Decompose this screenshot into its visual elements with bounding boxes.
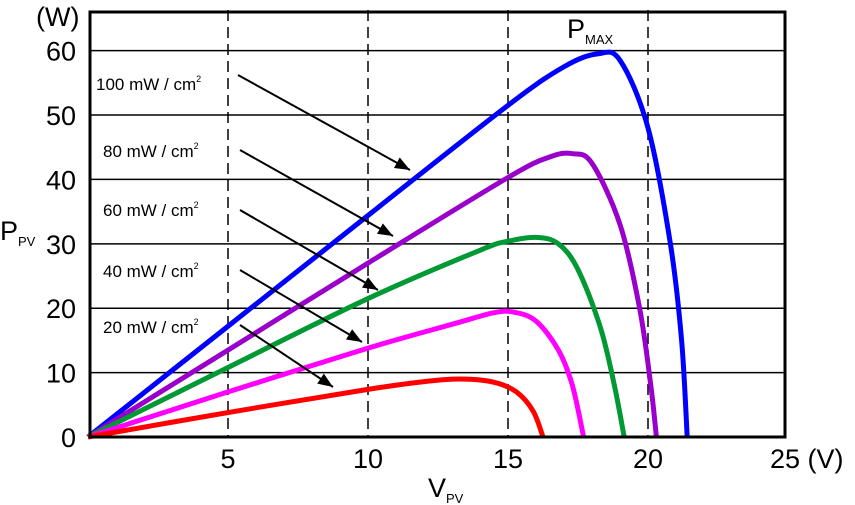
grid <box>90 10 785 437</box>
y-tick-label: 50 <box>46 101 76 131</box>
tick-labels: 0 10 20 30 40 50 60 5 10 15 20 25 (V) <box>46 37 844 474</box>
series-line <box>87 376 546 440</box>
plot-frame <box>88 10 787 439</box>
x-tick-label: 20 <box>633 444 663 474</box>
arrowhead-icon <box>317 373 333 387</box>
y-tick-label: 40 <box>46 165 76 195</box>
arrowhead-icon <box>362 277 378 290</box>
x-tick-label: 5 <box>220 444 235 474</box>
arrowhead-icon <box>376 223 393 236</box>
series-labels: 100 mW / cm2 80 mW / cm2 60 mW / cm2 40 mW … <box>96 74 201 337</box>
arrowhead-icon <box>393 157 410 170</box>
y-axis-label: PPV <box>0 216 36 249</box>
y-tick-label: 30 <box>46 230 76 260</box>
series-label: 20 mW / cm2 <box>103 317 199 337</box>
series-line <box>87 308 587 440</box>
series-label: 60 mW / cm2 <box>103 200 199 220</box>
arrows <box>237 74 411 388</box>
arrowhead-icon <box>346 329 362 342</box>
series-label: 80 mW / cm2 <box>103 141 199 161</box>
x-tick-label: 15 <box>493 444 523 474</box>
y-tick-label: 60 <box>46 37 76 67</box>
x-tick-label: 10 <box>353 444 383 474</box>
curves <box>86 49 690 440</box>
series-line <box>86 234 627 440</box>
y-unit: (W) <box>36 2 79 32</box>
series-line <box>86 150 659 440</box>
series-label: 40 mW / cm2 <box>103 261 199 281</box>
y-tick-label: 0 <box>61 423 76 453</box>
x-tick-label: 25 (V) <box>770 444 844 474</box>
series-line <box>86 49 690 439</box>
y-tick-label: 10 <box>46 359 76 389</box>
y-tick-label: 20 <box>46 294 76 324</box>
arrow-line <box>239 149 394 237</box>
pmax-annotation: PMAX <box>567 14 614 47</box>
arrow-line <box>239 269 363 343</box>
arrow-line <box>239 209 379 291</box>
series-label: 100 mW / cm2 <box>96 74 201 94</box>
x-axis-label: VPV <box>428 473 464 505</box>
arrow-line <box>239 324 334 388</box>
arrow-line <box>237 74 411 171</box>
